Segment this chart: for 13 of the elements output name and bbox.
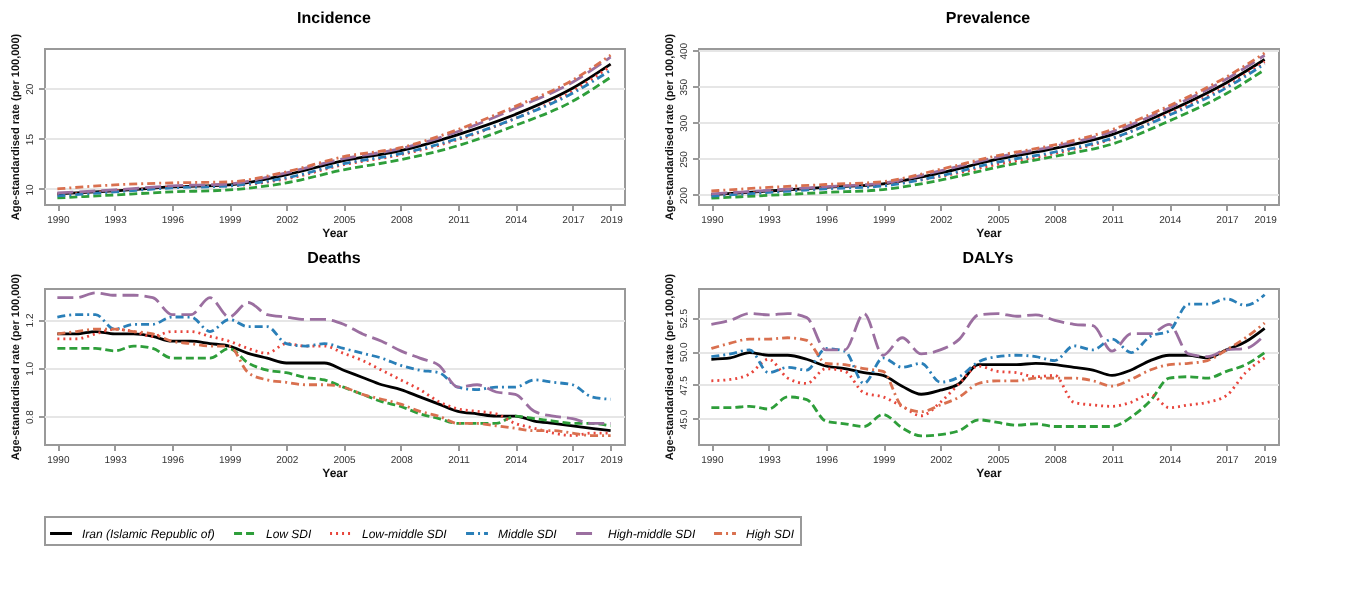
line-series — [709, 312, 1267, 358]
line-series — [709, 356, 1267, 418]
chart-title: Incidence — [297, 8, 372, 27]
line-series — [709, 326, 1267, 396]
chart-title: Prevalence — [945, 8, 1032, 27]
line-series — [709, 351, 1267, 438]
line-series — [55, 344, 613, 428]
chart-title: DALYs — [962, 248, 1015, 267]
line-series — [55, 291, 613, 425]
line-series — [55, 313, 613, 401]
line-series — [709, 321, 1267, 414]
chart-title: Deaths — [307, 248, 362, 267]
line-series — [709, 293, 1267, 385]
